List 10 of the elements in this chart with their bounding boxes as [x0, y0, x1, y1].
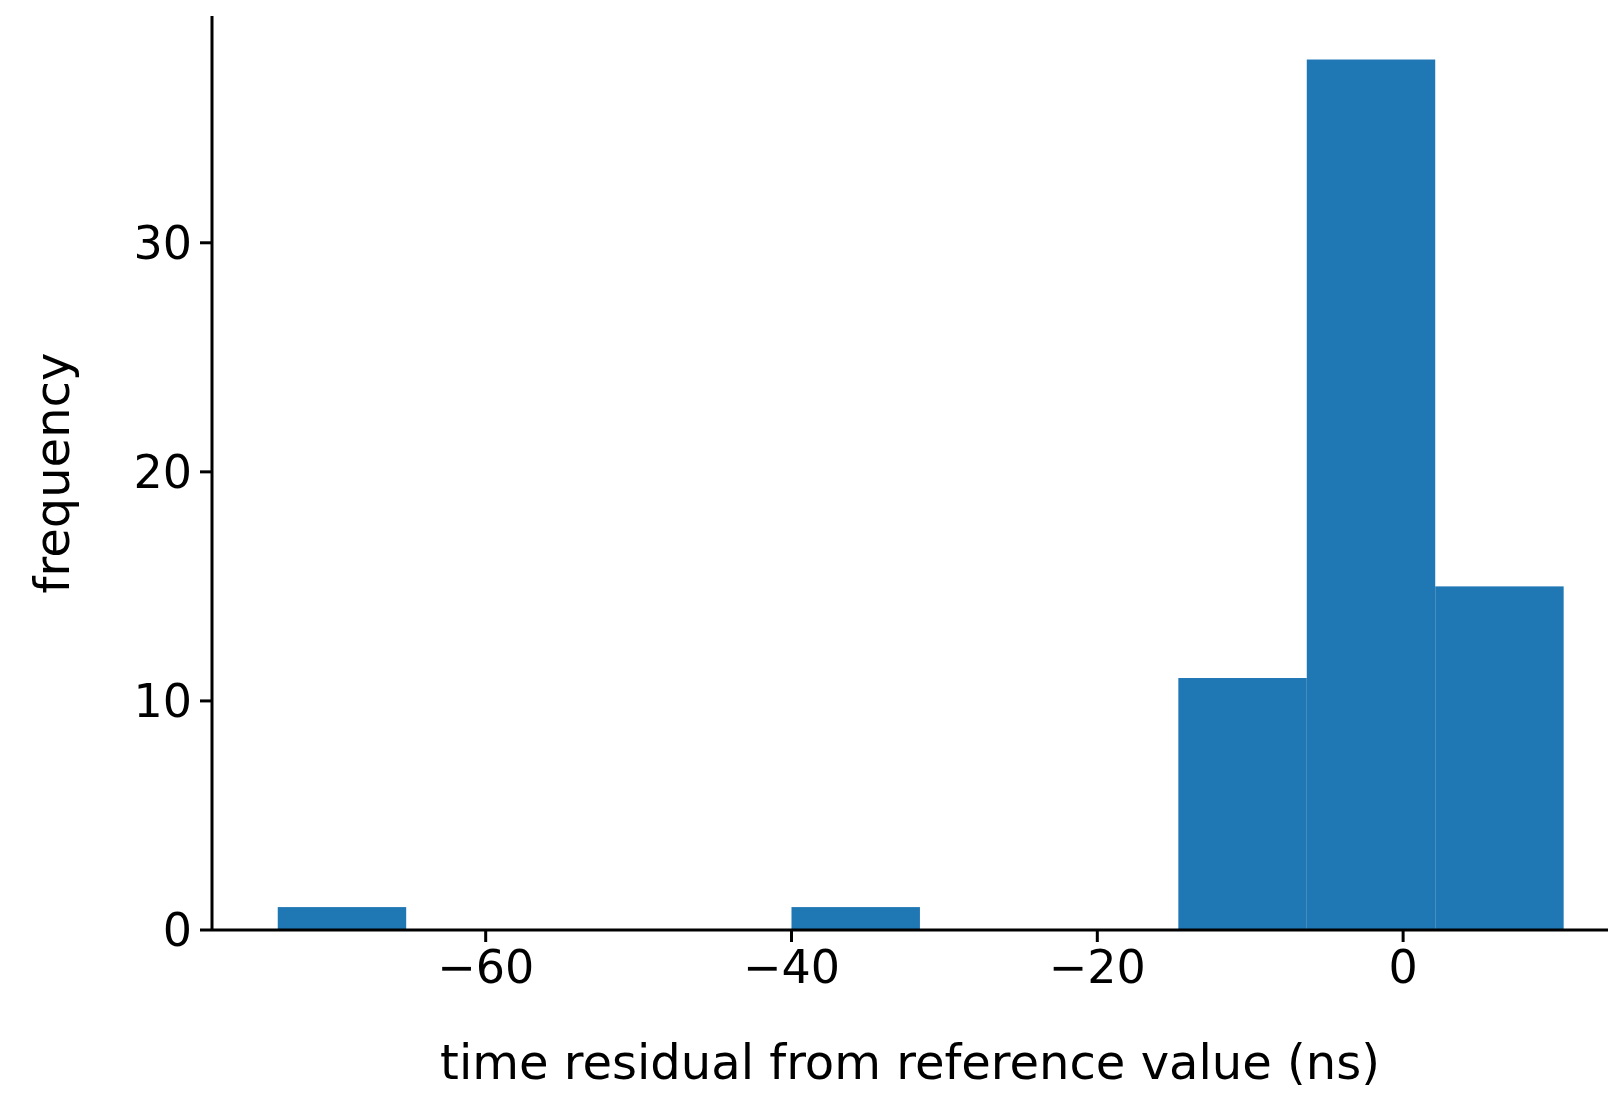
x-tick-label: −60 [437, 939, 535, 994]
y-tick-label: 0 [162, 903, 192, 958]
x-axis-title: time residual from reference value (ns) [440, 1034, 1380, 1090]
y-tick-label: 20 [133, 445, 192, 500]
y-tick-label: 10 [133, 674, 192, 729]
y-tick-label: 30 [133, 216, 192, 271]
x-tick-label: −20 [1048, 939, 1146, 994]
y-axis-title: frequency [24, 352, 81, 594]
x-tick-label: −40 [742, 939, 841, 994]
x-tick-label: 0 [1388, 939, 1418, 994]
